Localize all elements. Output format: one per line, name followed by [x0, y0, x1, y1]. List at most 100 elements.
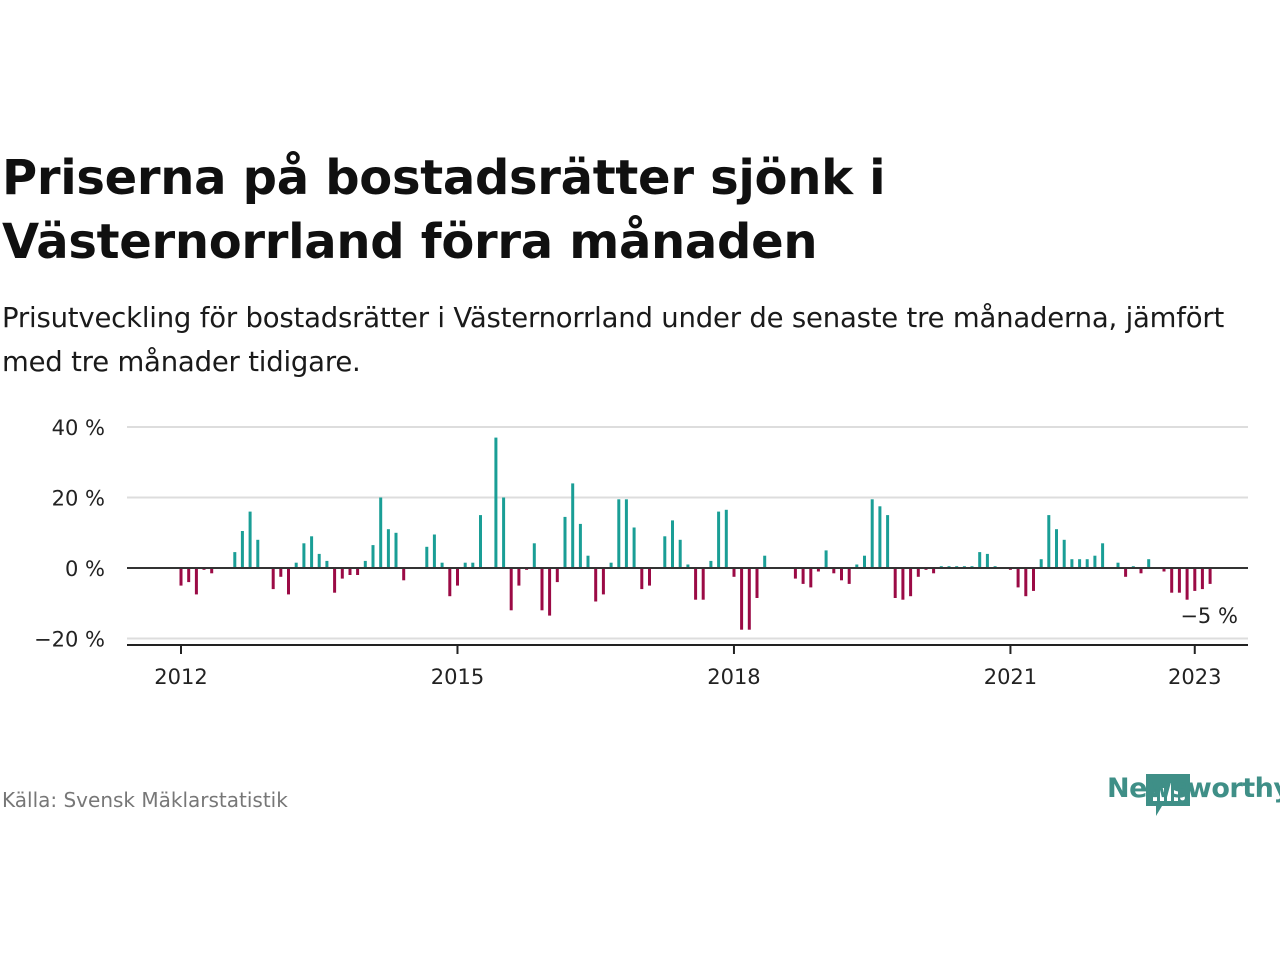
bar — [379, 497, 383, 568]
gridlines — [127, 426, 1248, 640]
bars — [179, 437, 1212, 630]
bar — [340, 568, 344, 579]
bar — [532, 543, 536, 568]
bar — [325, 560, 329, 568]
bar — [317, 553, 321, 568]
bar — [425, 546, 429, 568]
bar — [663, 536, 667, 568]
last-value-label: −5 % — [1180, 604, 1238, 628]
bar — [701, 568, 705, 600]
bar — [310, 536, 314, 568]
bar — [909, 568, 913, 597]
bar — [1093, 555, 1097, 568]
bar — [1032, 568, 1035, 591]
bar — [571, 483, 575, 568]
bar — [279, 568, 283, 577]
bar — [1101, 543, 1105, 568]
bar — [1200, 568, 1204, 590]
bar — [1024, 568, 1028, 597]
bar — [901, 568, 905, 600]
bar — [832, 568, 836, 574]
bar — [348, 568, 352, 575]
bar — [617, 499, 621, 568]
chart-subtitle: Prisutveckling för bostadsrätter i Väste… — [2, 302, 1225, 378]
bar — [694, 568, 698, 600]
x-axis-labels: 2012 2015 2018 2021 2023 — [154, 645, 1221, 689]
bar — [1147, 559, 1151, 568]
source-note: Källa: Svensk Mäklarstatistik — [2, 788, 288, 812]
bar — [648, 568, 651, 586]
bar — [1139, 568, 1143, 574]
bar — [724, 509, 728, 568]
bar-chart: 40 % 20 % 0 % −20 % 2012 2015 2018 2021 2023 −5… — [34, 416, 1248, 689]
bar — [847, 568, 851, 584]
bar — [256, 539, 260, 568]
bar — [363, 560, 367, 568]
bar — [194, 568, 198, 595]
bar — [916, 568, 920, 577]
bar — [1070, 559, 1074, 568]
bar — [233, 552, 237, 568]
bar — [548, 568, 552, 616]
bar — [563, 516, 567, 568]
bar — [1078, 559, 1082, 568]
bar — [1177, 568, 1181, 593]
bar — [732, 568, 736, 577]
bar — [402, 568, 406, 581]
bar — [632, 527, 636, 568]
bar — [179, 568, 183, 586]
bar — [671, 520, 674, 568]
bar — [740, 568, 744, 630]
x-tick-label: 2015 — [431, 665, 484, 689]
bar — [870, 499, 874, 568]
y-axis-labels: 40 % 20 % 0 % −20 % — [34, 416, 105, 652]
bar — [840, 568, 843, 581]
bar — [479, 515, 482, 568]
bar — [1208, 568, 1212, 584]
bar — [978, 552, 982, 568]
bar — [816, 568, 820, 572]
bar — [678, 539, 682, 568]
bar — [1162, 568, 1166, 572]
bar — [886, 515, 890, 568]
bar — [302, 543, 306, 568]
bar — [248, 511, 252, 568]
x-tick-label: 2018 — [707, 665, 760, 689]
bar — [893, 568, 897, 598]
bar — [333, 568, 337, 593]
bar — [502, 497, 506, 568]
bar — [432, 534, 436, 568]
bar — [240, 531, 244, 568]
brand-name: Newsworthy — [1107, 773, 1280, 804]
bar — [1124, 568, 1128, 577]
bar — [494, 437, 498, 568]
bar — [763, 555, 767, 568]
bar — [578, 523, 582, 568]
bar — [686, 564, 690, 568]
x-tick-label: 2021 — [984, 665, 1037, 689]
bar — [601, 568, 605, 595]
bar — [517, 568, 521, 586]
bar — [456, 568, 459, 586]
bar — [1039, 559, 1043, 568]
bar — [1047, 515, 1051, 568]
x-tick-label: 2023 — [1168, 665, 1221, 689]
bar — [594, 568, 598, 602]
bar — [932, 568, 936, 574]
bar — [878, 506, 882, 568]
bar — [1116, 562, 1120, 568]
bar — [1170, 568, 1174, 593]
bar — [356, 568, 360, 575]
bar — [210, 568, 214, 574]
bar — [371, 545, 375, 568]
bar — [985, 553, 989, 568]
bar — [1185, 568, 1189, 600]
y-tick-label: 40 % — [52, 416, 105, 440]
bar — [555, 568, 559, 583]
bar — [709, 560, 713, 568]
bar — [824, 550, 828, 568]
bar — [609, 562, 613, 568]
bar — [509, 568, 513, 611]
chart-title: Priserna på bostadsrätter sjönk i Väster… — [2, 150, 886, 270]
bar — [440, 562, 444, 568]
